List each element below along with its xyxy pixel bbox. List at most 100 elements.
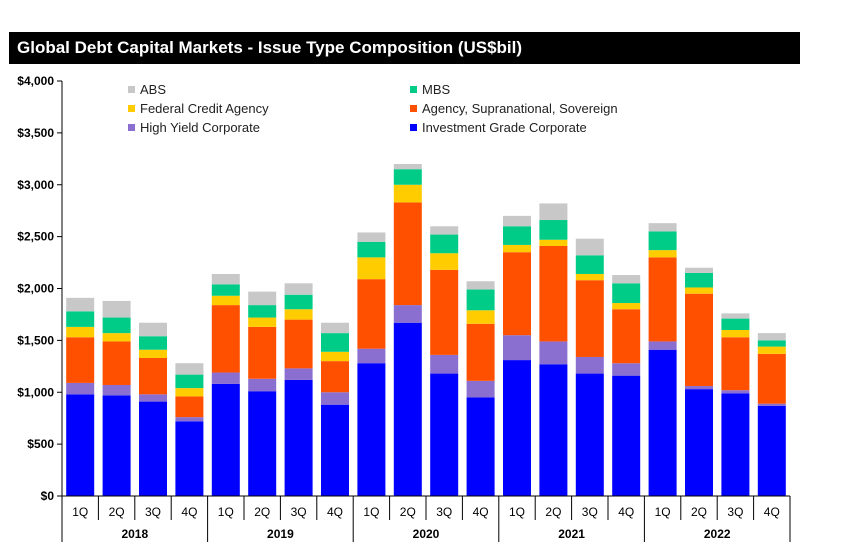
bar-segment-investment-grade-corporate (175, 421, 204, 496)
legend-label: Investment Grade Corporate (422, 120, 587, 135)
bar-segment-investment-grade-corporate (466, 397, 495, 496)
x-tick-label: 4Q (473, 505, 489, 519)
bar-segment-federal-credit-agency (284, 309, 313, 320)
bar-segment-federal-credit-agency (139, 349, 167, 359)
x-tick-label: 1Q (655, 505, 671, 519)
bar-segment-agency-supranational-sovereign (284, 319, 313, 369)
bar-segment-investment-grade-corporate (321, 404, 349, 496)
legend-label: Federal Credit Agency (140, 101, 269, 116)
chart-bars (66, 164, 786, 496)
bar-segment-high-yield-corporate (430, 354, 459, 374)
legend-swatch (410, 105, 417, 112)
legend-label: High Yield Corporate (140, 120, 260, 135)
bar-segment-high-yield-corporate (648, 341, 677, 350)
bar-segment-mbs (284, 294, 313, 310)
y-tick-label: $1,500 (17, 333, 54, 347)
bar-segment-investment-grade-corporate (211, 383, 240, 496)
x-tick-label: 3Q (291, 505, 307, 519)
bar-segment-investment-grade-corporate (721, 393, 750, 496)
bar-segment-agency-supranational-sovereign (466, 323, 495, 381)
y-tick-label: $1,000 (17, 385, 54, 399)
bar-segment-agency-supranational-sovereign (648, 257, 677, 342)
bar-segment-federal-credit-agency (321, 351, 349, 362)
bar-segment-high-yield-corporate (102, 384, 131, 396)
bar-segment-federal-credit-agency (612, 303, 641, 310)
bar-segment-investment-grade-corporate (648, 349, 677, 496)
bar-segment-high-yield-corporate (175, 417, 204, 422)
bar-segment-mbs (575, 255, 604, 274)
bar-segment-abs (430, 226, 459, 235)
bar-segment-abs (284, 283, 313, 295)
bar-segment-mbs (321, 333, 349, 352)
bar-segment-high-yield-corporate (757, 403, 786, 406)
year-label: 2018 (121, 527, 148, 541)
bar-segment-abs (466, 281, 495, 290)
bar-segment-mbs (393, 169, 422, 185)
legend-label: Agency, Supranational, Sovereign (422, 101, 618, 116)
bar-segment-abs (248, 291, 277, 306)
x-tick-label: 2Q (400, 505, 416, 519)
bar-segment-abs (211, 273, 240, 285)
y-tick-label: $4,000 (17, 74, 54, 88)
y-tick-label: $2,000 (17, 282, 54, 296)
bar-segment-mbs (66, 311, 95, 327)
bar-segment-agency-supranational-sovereign (66, 337, 95, 383)
bar-segment-federal-credit-agency (430, 253, 459, 270)
bar-segment-mbs (612, 283, 641, 304)
year-label: 2019 (267, 527, 294, 541)
bar-segment-high-yield-corporate (284, 368, 313, 380)
bar-segment-agency-supranational-sovereign (430, 269, 459, 355)
bar-segment-high-yield-corporate (503, 335, 531, 361)
bar-segment-abs (757, 333, 786, 341)
x-tick-label: 4Q (327, 505, 343, 519)
x-tick-label: 2Q (109, 505, 125, 519)
y-tick-label: $3,500 (17, 126, 54, 140)
bar-segment-abs (175, 363, 204, 375)
year-label: 2022 (704, 527, 731, 541)
bar-segment-investment-grade-corporate (685, 389, 713, 496)
y-tick-label: $2,500 (17, 230, 54, 244)
bar-segment-abs (102, 300, 131, 318)
bar-segment-agency-supranational-sovereign (393, 202, 422, 306)
x-tick-label: 3Q (727, 505, 743, 519)
bar-segment-investment-grade-corporate (612, 375, 641, 496)
bar-segment-investment-grade-corporate (102, 395, 131, 496)
x-tick-label: 3Q (145, 505, 161, 519)
bar-segment-agency-supranational-sovereign (357, 279, 386, 349)
year-label: 2020 (413, 527, 440, 541)
bar-segment-federal-credit-agency (721, 330, 750, 338)
bar-segment-abs (539, 203, 568, 221)
bar-segment-mbs (466, 289, 495, 311)
bar-segment-federal-credit-agency (575, 273, 604, 281)
x-tick-label: 2Q (254, 505, 270, 519)
bar-segment-investment-grade-corporate (430, 373, 459, 496)
bar-segment-investment-grade-corporate (248, 391, 277, 496)
bar-segment-agency-supranational-sovereign (175, 396, 204, 418)
bar-segment-mbs (757, 340, 786, 347)
bar-segment-mbs (175, 374, 204, 389)
bar-segment-investment-grade-corporate (139, 401, 167, 496)
x-tick-label: 1Q (509, 505, 525, 519)
bar-segment-agency-supranational-sovereign (321, 361, 349, 393)
x-tick-label: 1Q (363, 505, 379, 519)
bar-segment-mbs (139, 336, 167, 350)
bar-segment-agency-supranational-sovereign (721, 337, 750, 391)
x-tick-label: 2Q (545, 505, 561, 519)
bar-segment-investment-grade-corporate (357, 363, 386, 496)
legend-label: ABS (140, 82, 166, 97)
bar-segment-federal-credit-agency (393, 184, 422, 203)
bar-segment-abs (648, 223, 677, 232)
bar-segment-high-yield-corporate (211, 372, 240, 384)
bar-segment-federal-credit-agency (539, 239, 568, 246)
legend-swatch (128, 86, 135, 93)
bar-segment-high-yield-corporate (612, 363, 641, 376)
x-tick-label: 3Q (582, 505, 598, 519)
bar-segment-abs (575, 238, 604, 256)
year-label: 2021 (558, 527, 585, 541)
bar-segment-investment-grade-corporate (575, 373, 604, 496)
bar-segment-federal-credit-agency (357, 257, 386, 280)
bar-segment-investment-grade-corporate (393, 322, 422, 496)
bar-segment-investment-grade-corporate (66, 394, 95, 496)
bar-segment-high-yield-corporate (66, 382, 95, 395)
